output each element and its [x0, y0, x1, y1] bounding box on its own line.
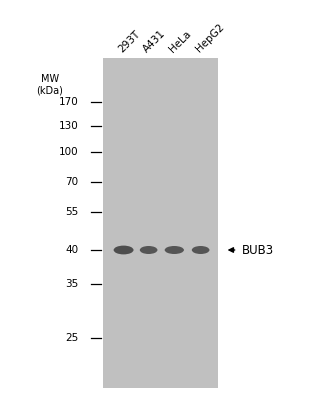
- Ellipse shape: [140, 246, 158, 254]
- Text: 293T: 293T: [117, 28, 142, 54]
- Text: 40: 40: [65, 245, 79, 255]
- Text: HeLa: HeLa: [167, 28, 193, 54]
- Text: 100: 100: [59, 147, 79, 157]
- Text: 25: 25: [65, 333, 79, 343]
- Text: HepG2: HepG2: [194, 22, 226, 54]
- Ellipse shape: [114, 246, 134, 254]
- Text: 35: 35: [65, 279, 79, 289]
- Ellipse shape: [165, 246, 184, 254]
- Text: 170: 170: [59, 97, 79, 107]
- Bar: [103, 58, 218, 388]
- Text: A431: A431: [142, 28, 168, 54]
- Ellipse shape: [192, 246, 209, 254]
- Text: 130: 130: [59, 121, 79, 131]
- Text: 55: 55: [65, 207, 79, 217]
- Text: 70: 70: [65, 177, 79, 187]
- Text: BUB3: BUB3: [241, 244, 273, 256]
- Text: MW
(kDa): MW (kDa): [36, 74, 63, 96]
